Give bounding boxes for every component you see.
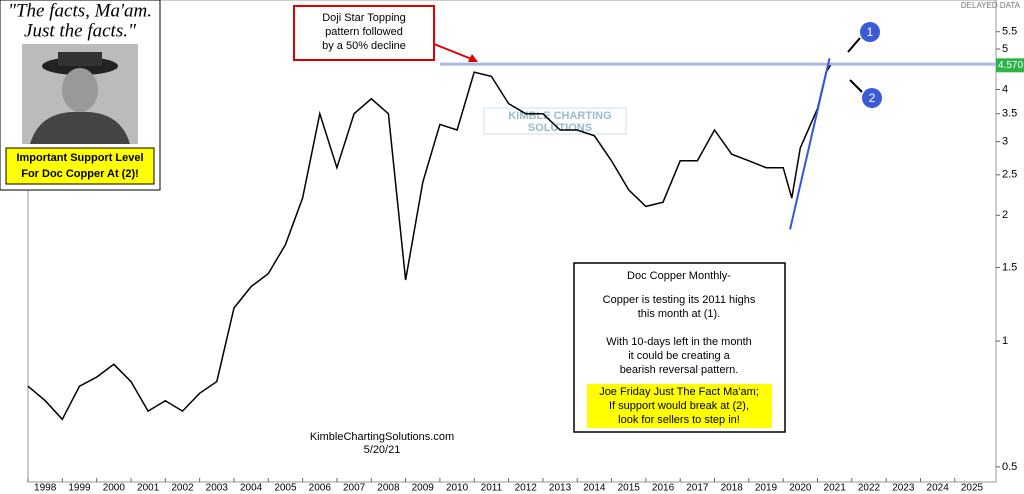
x-tick-label: 2001 bbox=[137, 483, 160, 494]
x-tick-label: 2020 bbox=[789, 483, 812, 494]
support-text: For Doc Copper At (2)! bbox=[21, 168, 139, 180]
watermark-box bbox=[483, 107, 627, 135]
x-tick-label: 2015 bbox=[618, 483, 641, 494]
marker-arrow bbox=[847, 37, 861, 53]
support-text: Important Support Level bbox=[16, 152, 143, 164]
x-tick-label: 2023 bbox=[892, 483, 915, 494]
portrait-hat bbox=[58, 52, 102, 66]
note-text: it could be creating a bbox=[628, 350, 730, 362]
note-highlight: If support would break at (2), bbox=[609, 400, 749, 412]
x-tick-label: 2004 bbox=[240, 483, 263, 494]
note-text: Copper is testing its 2011 highs bbox=[603, 294, 756, 306]
x-tick-label: 1998 bbox=[34, 483, 57, 494]
x-tick-label: 2006 bbox=[309, 483, 332, 494]
x-tick-label: 2008 bbox=[377, 483, 400, 494]
x-tick-label: 2018 bbox=[721, 483, 744, 494]
watermark: SOLUTIONS bbox=[528, 122, 592, 134]
x-tick-label: 2003 bbox=[206, 483, 229, 494]
x-tick-label: 1999 bbox=[68, 483, 91, 494]
portrait-body bbox=[30, 111, 130, 144]
callout-arrow bbox=[433, 43, 475, 61]
y-tick-label: 3.5 bbox=[1002, 108, 1017, 120]
y-tick-label: 0.5 bbox=[1002, 461, 1017, 473]
x-tick-label: 2024 bbox=[927, 483, 950, 494]
note-text: this month at (1). bbox=[638, 308, 721, 320]
y-tick-label: 2.5 bbox=[1002, 169, 1017, 181]
support-box bbox=[5, 147, 155, 185]
x-tick-label: 2014 bbox=[583, 483, 606, 494]
x-tick-label: 2007 bbox=[343, 483, 366, 494]
x-tick-label: 2022 bbox=[858, 483, 881, 494]
x-tick-label: 2013 bbox=[549, 483, 572, 494]
y-tick-label: 5 bbox=[1002, 43, 1008, 55]
y-tick-label: 1.5 bbox=[1002, 261, 1017, 273]
callout-box bbox=[293, 5, 435, 61]
x-tick-label: 2016 bbox=[652, 483, 675, 494]
note-highlight-box bbox=[587, 384, 772, 428]
portrait-face bbox=[62, 68, 98, 112]
marker-label: 2 bbox=[869, 91, 876, 105]
status: DELAYED DATA bbox=[961, 1, 1021, 10]
quote-line: Just the facts." bbox=[24, 20, 137, 41]
x-tick-label: 2010 bbox=[446, 483, 469, 494]
x-tick-label: 2021 bbox=[824, 483, 847, 494]
callout-text: Doji Star Topping bbox=[322, 12, 406, 24]
note-title: Doc Copper Monthly- bbox=[627, 270, 731, 282]
note-text: With 10-days left in the month bbox=[606, 336, 752, 348]
trend-line bbox=[789, 58, 831, 230]
x-tick-label: 2005 bbox=[274, 483, 297, 494]
quote-line: "The facts, Ma'am. bbox=[8, 0, 152, 21]
y-tick-label: 2 bbox=[1002, 209, 1008, 221]
price-label: 4.570 bbox=[998, 60, 1023, 71]
callout-text: by a 50% decline bbox=[322, 40, 406, 52]
x-tick-label: 2017 bbox=[686, 483, 709, 494]
callout-text: pattern followed bbox=[325, 26, 403, 38]
marker-circle bbox=[862, 88, 882, 108]
x-tick-label: 2019 bbox=[755, 483, 778, 494]
watermark: KIMBLE CHARTING bbox=[508, 110, 611, 122]
callout-arrowhead bbox=[468, 54, 478, 62]
x-tick-label: 2011 bbox=[481, 483, 503, 494]
x-tick-label: 2009 bbox=[412, 483, 435, 494]
y-tick-label: 1 bbox=[1002, 335, 1008, 347]
x-tick-label: 2000 bbox=[103, 483, 126, 494]
x-tick-label: 2025 bbox=[961, 483, 984, 494]
marker-label: 1 bbox=[867, 25, 874, 39]
marker-circle bbox=[860, 22, 880, 42]
x-tick-label: 2002 bbox=[171, 483, 194, 494]
credit: KimbleChartingSolutions.com bbox=[310, 431, 454, 443]
plot-frame bbox=[27, 0, 997, 483]
credit: 5/20/21 bbox=[364, 444, 401, 456]
marker-arrow bbox=[849, 79, 863, 93]
note-highlight: Joe Friday Just The Fact Ma'am; bbox=[599, 386, 759, 398]
y-tick-label: 3 bbox=[1002, 136, 1008, 148]
y-tick-label: 4 bbox=[1002, 83, 1008, 95]
y-tick-label: 5.5 bbox=[1002, 26, 1017, 38]
note-highlight: look for sellers to step in! bbox=[618, 414, 740, 426]
price-label-box bbox=[996, 58, 1024, 73]
price-line bbox=[27, 64, 832, 421]
x-tick-label: 2012 bbox=[515, 483, 538, 494]
note-text: bearish reversal pattern. bbox=[620, 364, 739, 376]
